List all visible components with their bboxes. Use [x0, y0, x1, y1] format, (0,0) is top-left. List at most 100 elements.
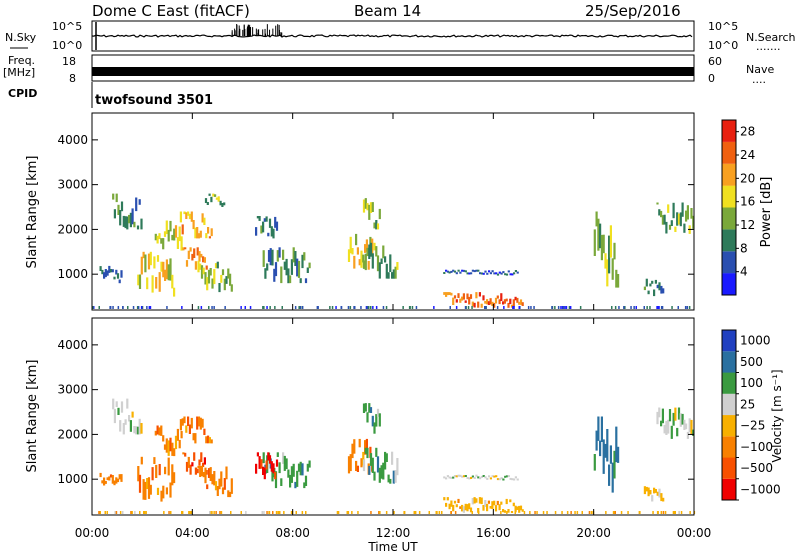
power-cell [672, 202, 675, 219]
power-cell [297, 260, 301, 278]
power-cell [131, 208, 134, 225]
power-cell [197, 306, 200, 309]
velocity-cell [496, 478, 500, 481]
power-cell [183, 211, 186, 215]
power-cell [200, 265, 204, 279]
power-cell [500, 272, 503, 275]
power-cell [116, 273, 120, 279]
power-cell [103, 272, 106, 279]
velocity-cell [205, 470, 208, 475]
velocity-colorbar: 1000 500 100 25 −25 −100 −500 −1000 [721, 329, 781, 501]
power-cell [301, 254, 304, 269]
velocity-cell [190, 511, 193, 514]
power-cell [391, 272, 394, 279]
power-ytick-label: 3000 [57, 178, 88, 192]
power-cell [496, 273, 500, 276]
cpid-label: CPID [8, 87, 37, 100]
power-cell [126, 216, 129, 230]
velocity-cell [673, 511, 676, 514]
power-ytick-label: 1000 [57, 267, 88, 281]
velocity-cell [104, 511, 106, 514]
velocity-cell [179, 419, 182, 431]
power-cell [283, 261, 286, 270]
velocity-cell [283, 511, 285, 514]
power-cell [613, 242, 616, 260]
velocity-cell [370, 511, 372, 514]
power-cell [375, 246, 378, 257]
power-cell [479, 272, 482, 275]
power-cell [527, 306, 530, 309]
power-cell [149, 306, 152, 309]
velocity-cell [496, 500, 499, 506]
power-cell [355, 233, 358, 246]
velocity-cell [117, 407, 120, 415]
velocity-cell [486, 503, 489, 512]
velocity-cell [477, 511, 480, 514]
power-cell [367, 261, 370, 270]
power-cell [268, 218, 272, 228]
velocity-cell [502, 478, 505, 481]
velocity-cell [597, 416, 600, 441]
velocity-cell [382, 462, 385, 480]
power-cell [201, 213, 204, 223]
velocity-cell [453, 475, 457, 478]
freq-left-tick-bottom: 8 [69, 72, 76, 85]
power-cell [464, 300, 467, 303]
noise-trace [91, 22, 693, 50]
velocity-cell [529, 511, 531, 514]
velocity-cell [477, 476, 480, 479]
velocity-cell [491, 501, 494, 509]
velocity-cell [156, 425, 159, 435]
power-cell [224, 306, 226, 309]
velocity-cell [658, 407, 661, 418]
velocity-cell [653, 487, 656, 494]
power-cell [692, 215, 695, 229]
power-cell [366, 306, 368, 309]
velocity-cell [667, 419, 670, 434]
velocity-cell [337, 511, 340, 514]
power-cell [514, 270, 517, 272]
velocity-cell [609, 445, 612, 464]
power-cell [507, 302, 510, 308]
velocity-cell [638, 511, 641, 514]
velocity-cell [506, 511, 508, 514]
power-cell [287, 268, 290, 284]
velocity-cell [193, 452, 196, 461]
velocity-cell [205, 436, 208, 444]
velocity-cell [661, 408, 664, 424]
velocity-cell [194, 433, 197, 444]
power-cell [185, 212, 188, 219]
velocity-cell [593, 454, 596, 471]
velocity-cell [455, 504, 458, 508]
power-cell [117, 306, 120, 309]
velocity-cell [277, 511, 279, 514]
power-cell [457, 293, 460, 298]
power-cell [502, 271, 505, 274]
power-cell [213, 306, 215, 309]
velocity-cell [99, 511, 101, 514]
velocity-cell [134, 511, 136, 514]
power-cell [448, 271, 451, 274]
power-cell [599, 223, 602, 249]
velocity-cell [275, 511, 278, 514]
velocity-cell [202, 462, 205, 467]
power-cell [178, 226, 181, 242]
power-cell [373, 222, 376, 229]
power-cell [353, 255, 356, 269]
power-cell [138, 199, 141, 205]
velocity-colorbar-swatch [722, 372, 736, 394]
power-cell [296, 258, 299, 277]
power-cell [216, 261, 219, 269]
power-cell [411, 306, 414, 309]
power-cell [482, 272, 485, 275]
velocity-cell [453, 500, 457, 504]
power-cell [368, 306, 370, 309]
power-cell [396, 262, 399, 270]
power-cell [482, 295, 485, 301]
power-cell [679, 212, 682, 227]
power-cell [137, 306, 140, 309]
power-cell [146, 277, 149, 290]
velocity-cell [263, 511, 265, 514]
power-cell [677, 213, 681, 225]
velocity-cell [366, 447, 369, 459]
